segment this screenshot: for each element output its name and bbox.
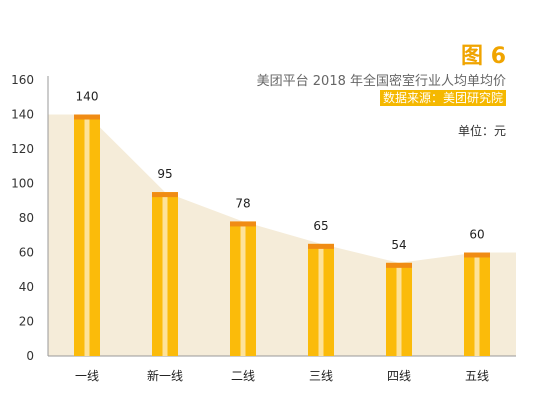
- bar-highlight: [474, 256, 480, 356]
- bar-cap: [74, 114, 100, 120]
- data-label: 95: [157, 167, 172, 181]
- bar-cap: [152, 192, 178, 198]
- x-tick-label: 五线: [465, 369, 489, 383]
- y-tick-label: 120: [11, 142, 34, 156]
- y-tick-label: 40: [19, 280, 34, 294]
- x-tick-label: 新一线: [147, 368, 183, 383]
- x-tick-label: 四线: [387, 369, 411, 383]
- y-tick-label: 20: [19, 315, 34, 329]
- data-label: 78: [235, 196, 250, 210]
- chart-title: 美团平台 2018 年全国密室行业人均单均价: [256, 74, 506, 89]
- data-source-badge: 数据来源：美团研究院: [379, 90, 506, 106]
- data-label: 65: [313, 219, 328, 233]
- bar-highlight: [318, 247, 324, 356]
- data-label: 140: [76, 90, 99, 104]
- data-label: 54: [391, 238, 406, 252]
- trend-area: [48, 114, 516, 356]
- bar-cap: [386, 262, 412, 268]
- y-tick-label: 60: [19, 246, 34, 260]
- bar-cap: [464, 252, 490, 258]
- y-tick-label: 100: [11, 177, 34, 191]
- x-tick-label: 一线: [75, 369, 99, 383]
- y-tick-label: 160: [11, 73, 34, 87]
- y-tick-label: 80: [19, 211, 34, 225]
- y-tick-label: 140: [11, 108, 34, 122]
- x-tick-label: 二线: [231, 369, 255, 383]
- bar-cap: [308, 243, 334, 249]
- y-tick-label: 0: [26, 349, 34, 363]
- bar-highlight: [162, 196, 168, 356]
- bar-highlight: [240, 225, 246, 356]
- unit-label: 单位：元: [457, 124, 506, 138]
- data-label: 60: [469, 228, 484, 242]
- bar-highlight: [396, 266, 402, 356]
- bar-highlight: [84, 118, 90, 356]
- bar-cap: [230, 221, 256, 227]
- x-tick-label: 三线: [309, 369, 333, 383]
- figure-label: 图 6: [461, 44, 506, 69]
